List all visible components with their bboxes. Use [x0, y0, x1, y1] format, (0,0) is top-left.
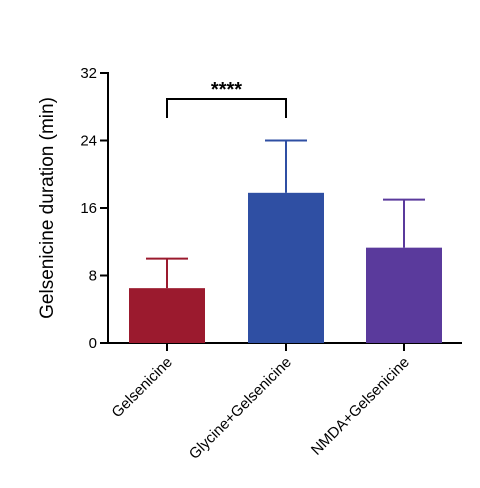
y-tick-label: 8: [89, 268, 97, 285]
bar: [366, 247, 442, 343]
x-tick-label: Gelsenicine: [108, 354, 175, 421]
significance-label: ****: [211, 79, 242, 101]
y-tick-label: 32: [80, 65, 97, 82]
y-axis: 0 8 16 24 32: [80, 65, 109, 352]
bars: [129, 192, 442, 343]
bar: [248, 192, 324, 343]
x-tick-label: NMDA+Gelsenicine: [308, 354, 413, 459]
significance-annotation: ****: [166, 79, 287, 118]
significance-bracket: [166, 98, 287, 118]
y-tick-label: 16: [80, 200, 97, 217]
x-tick-label: Glycine+Gelsenicine: [186, 354, 295, 463]
y-tick-label: 0: [89, 335, 97, 352]
x-axis: Gelsenicine Glycine+Gelsenicine NMDA+Gelse…: [107, 342, 462, 463]
bar: [129, 288, 205, 343]
error-bars: [146, 139, 425, 289]
y-tick-label: 24: [80, 133, 97, 150]
y-axis-label: Gelsenicine duration (min): [37, 97, 58, 319]
